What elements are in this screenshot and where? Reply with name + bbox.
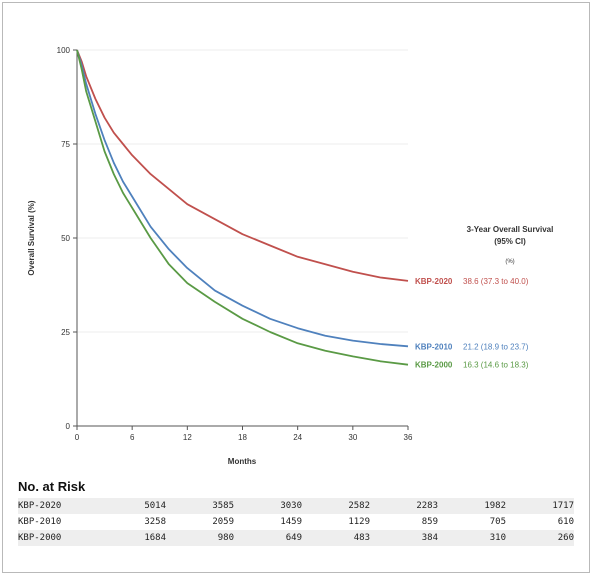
risk-cell: 2283 [370, 498, 438, 514]
legend-estimate-kbp-2000: 16.3 (14.6 to 18.3) [463, 361, 529, 370]
risk-cell: 310 [438, 530, 506, 546]
risk-cell: 483 [302, 530, 370, 546]
risk-row-label: KBP-2000 [18, 530, 98, 546]
risk-cell: 2582 [302, 498, 370, 514]
risk-cell: 980 [166, 530, 234, 546]
x-tick-label: 6 [130, 433, 135, 442]
risk-cell: 705 [489, 517, 506, 527]
x-axis-label: Months [228, 457, 257, 466]
x-tick-label: 0 [75, 433, 80, 442]
risk-cell: 3030 [234, 498, 302, 514]
y-tick-label: 50 [61, 234, 70, 243]
risk-cell: 2059 [212, 517, 234, 527]
y-tick-labels: 0 25 50 75 100 [57, 46, 71, 431]
legend-label-kbp-2010: KBP-2010 [415, 342, 453, 351]
risk-cell: 1129 [348, 517, 370, 527]
risk-cell: 1684 [98, 530, 166, 546]
risk-cell: 610 [557, 517, 574, 527]
risk-cell: 1459 [280, 517, 302, 527]
x-tick-label: 12 [183, 433, 192, 442]
risk-table: KBP-2020 5014 3585 3030 2582 2283 1982 1717 KBP-… [18, 498, 574, 546]
y-tick-label: 75 [61, 140, 70, 149]
legend-subtitle: (95% CI) [494, 237, 526, 246]
legend-title: 3-Year Overall Survival [467, 225, 554, 234]
risk-table-row: KBP-2020 5014 3585 3030 2582 2283 1982 1717 [18, 498, 574, 514]
legend-entries: KBP-2020 38.6 (37.3 to 40.0) KBP-2010 21.2 … [415, 277, 529, 370]
survival-chart: 0 6 12 18 24 30 36 0 25 50 75 100 Overall Survival… [27, 46, 554, 466]
risk-table-title: No. at Risk [18, 479, 86, 494]
x-tick-labels: 0 6 12 18 24 30 36 [75, 433, 413, 442]
risk-cell: 649 [234, 530, 302, 546]
legend-estimate-kbp-2020: 38.6 (37.3 to 40.0) [463, 277, 529, 286]
legend-unit: (%) [505, 259, 514, 265]
series-lines [76, 49, 409, 366]
risk-cell: 1717 [506, 498, 574, 514]
legend-label-kbp-2020: KBP-2020 [415, 277, 453, 286]
series-line-kbp-2020 [76, 49, 409, 282]
risk-cell: 5014 [98, 498, 166, 514]
y-tick-label: 0 [66, 422, 71, 431]
y-tick-label: 25 [61, 328, 70, 337]
x-tick-label: 24 [293, 433, 302, 442]
risk-table-section: No. at Risk KBP-2020 5014 3585 3030 2582 2283… [18, 479, 574, 546]
risk-cell: 384 [370, 530, 438, 546]
y-tick-label: 100 [57, 46, 71, 55]
risk-cell: 260 [506, 530, 574, 546]
series-line-kbp-2010 [76, 49, 409, 348]
risk-table-row: KBP-2010 3258 2059 1459 1129 859 705 610 [18, 514, 574, 530]
risk-cell: 859 [421, 517, 438, 527]
gridlines [77, 49, 408, 333]
risk-row-label: KBP-2010 [18, 517, 62, 527]
x-tick-label: 18 [238, 433, 247, 442]
figure-frame [2, 2, 590, 573]
risk-cell: 3258 [144, 517, 166, 527]
risk-cell: 1982 [438, 498, 506, 514]
series-line-kbp-2000 [76, 49, 409, 366]
x-tick-label: 30 [348, 433, 357, 442]
x-tick-label: 36 [404, 433, 413, 442]
risk-row-label: KBP-2020 [18, 498, 98, 514]
risk-table-row: KBP-2000 1684 980 649 483 384 310 260 [18, 530, 574, 546]
axes [73, 49, 409, 430]
legend-label-kbp-2000: KBP-2000 [415, 361, 453, 370]
legend-estimate-kbp-2010: 21.2 (18.9 to 23.7) [463, 342, 529, 351]
y-axis-label: Overall Survival (%) [27, 200, 36, 275]
risk-cell: 3585 [166, 498, 234, 514]
